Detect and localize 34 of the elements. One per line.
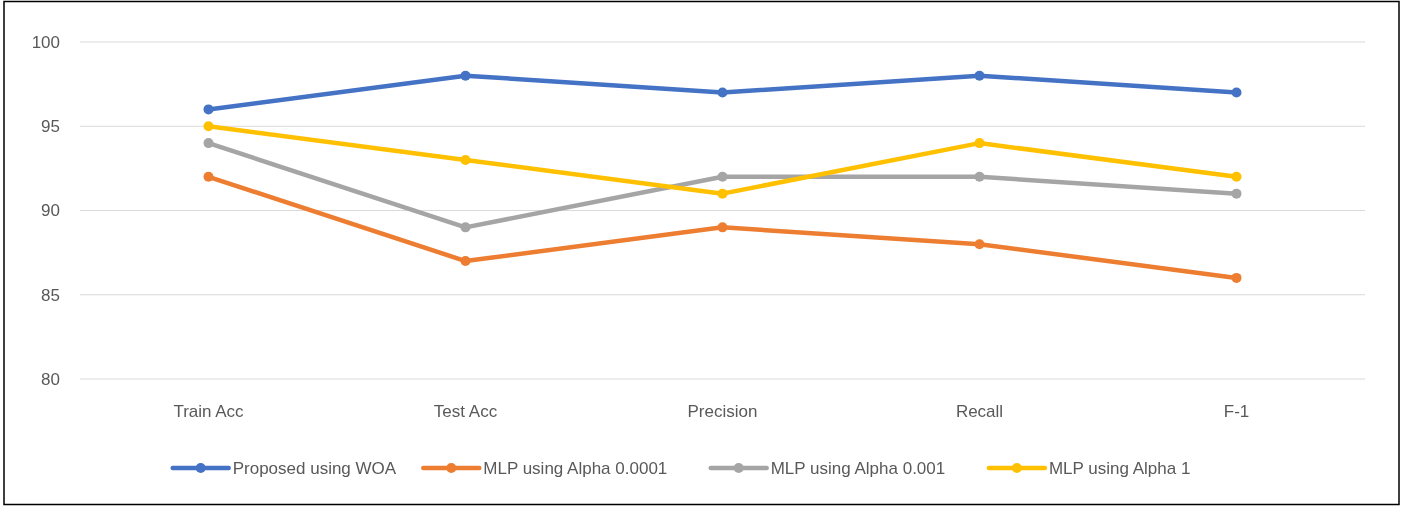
point <box>460 256 471 267</box>
x-tick-label: Precision <box>687 402 758 421</box>
point <box>203 121 214 132</box>
x-tick-label: Train Acc <box>173 402 245 421</box>
point <box>460 222 471 233</box>
point <box>974 239 985 250</box>
point <box>1231 272 1242 283</box>
point <box>203 104 214 115</box>
point <box>460 70 471 81</box>
point <box>974 70 985 81</box>
legend-label: MLP using Alpha 0.001 <box>770 458 946 478</box>
point <box>974 138 985 149</box>
point <box>717 222 728 233</box>
y-tick-label: 85 <box>41 285 60 305</box>
point <box>717 87 728 98</box>
point <box>203 171 214 182</box>
legend-label: MLP using Alpha 0.0001 <box>483 458 668 478</box>
y-tick-label: 100 <box>31 32 60 52</box>
point <box>1231 188 1242 199</box>
y-tick-label: 80 <box>41 369 60 389</box>
x-tick-label: F-1 <box>1223 402 1250 421</box>
x-tick-label: Test Acc <box>433 402 498 421</box>
y-tick-label: 95 <box>41 117 60 137</box>
point <box>1231 171 1242 182</box>
legend-label: Proposed using WOA <box>232 458 397 478</box>
point <box>203 138 214 149</box>
point <box>717 171 728 182</box>
y-tick-label: 90 <box>41 201 60 221</box>
x-tick-label: Recall <box>955 402 1004 421</box>
point <box>717 188 728 199</box>
point <box>460 154 471 165</box>
point <box>1231 87 1242 98</box>
legend-label: MLP using Alpha 1 <box>1048 458 1191 478</box>
point <box>974 171 985 182</box>
